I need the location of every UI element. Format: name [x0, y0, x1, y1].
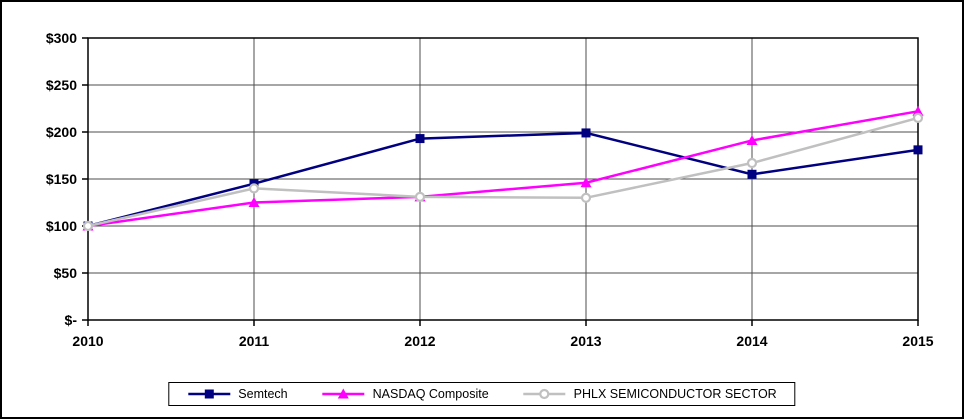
x-tick-label: 2014	[736, 333, 767, 349]
data-point-marker	[746, 134, 758, 145]
x-tick-label: 2013	[570, 333, 601, 349]
data-point-marker	[248, 183, 260, 194]
legend-label: Semtech	[238, 387, 288, 401]
data-point-marker	[912, 112, 924, 124]
data-point-marker	[747, 169, 757, 179]
legend-swatch-triangle-icon	[322, 388, 365, 399]
chart-legend: Semtech NASDAQ Composite PHLX SEMICONDUCTO…	[168, 382, 796, 406]
legend-item-nasdaq-composite: NASDAQ Composite	[322, 387, 489, 401]
data-point-marker	[580, 192, 592, 203]
legend-item-phlx-semiconductor-sector: PHLX SEMICONDUCTOR SECTOR	[523, 387, 777, 401]
y-tick-label: $250	[46, 77, 77, 93]
y-tick-label: $100	[46, 218, 77, 234]
legend-swatch-square-icon	[188, 389, 231, 399]
data-point-marker	[581, 128, 591, 138]
x-tick-label: 2015	[902, 333, 933, 349]
series-line-nasdaq-composite	[87, 110, 919, 228]
legend-item-semtech: Semtech	[187, 387, 288, 401]
data-point-marker	[414, 191, 426, 202]
data-point-marker	[82, 220, 94, 232]
data-point-marker	[580, 177, 592, 188]
legend-swatch-circle-icon	[523, 388, 566, 400]
series-line-semtech	[87, 131, 919, 228]
y-tick-label: $50	[54, 265, 78, 281]
x-tick-label: 2011	[239, 333, 270, 349]
legend-label: NASDAQ Composite	[372, 387, 489, 401]
data-point-marker	[913, 145, 923, 155]
data-point-marker	[248, 197, 260, 207]
y-tick-label: $300	[46, 30, 77, 46]
data-point-marker	[746, 157, 758, 169]
data-point-marker	[415, 134, 425, 144]
x-tick-label: 2012	[404, 333, 435, 349]
series-line-phlx-semiconductor-sector	[87, 116, 919, 228]
y-tick-label: $150	[46, 171, 77, 187]
legend-label: PHLX SEMICONDUCTOR SECTOR	[573, 387, 777, 401]
x-tick-label: 2010	[72, 333, 103, 349]
data-point-marker	[912, 105, 924, 116]
y-tick-label: $200	[46, 124, 77, 140]
y-tick-label: $-	[65, 312, 78, 328]
